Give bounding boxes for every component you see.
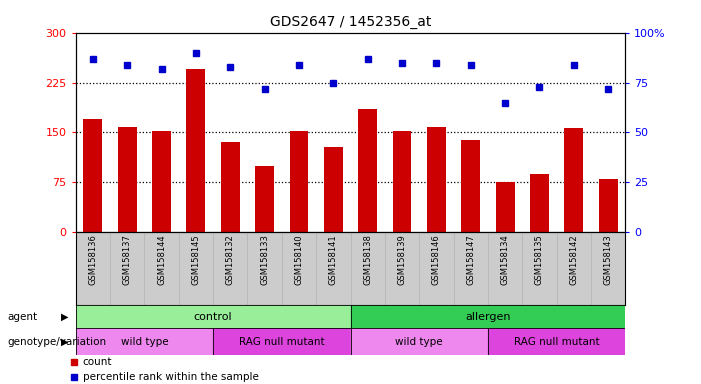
Text: genotype/variation: genotype/variation bbox=[7, 337, 106, 347]
Bar bbox=[496, 182, 515, 232]
Bar bbox=[255, 166, 274, 232]
Text: GSM158145: GSM158145 bbox=[191, 235, 200, 285]
Text: GSM158139: GSM158139 bbox=[397, 235, 407, 285]
Text: RAG null mutant: RAG null mutant bbox=[239, 337, 325, 347]
Title: GDS2647 / 1452356_at: GDS2647 / 1452356_at bbox=[270, 15, 431, 29]
Bar bbox=[76, 328, 213, 355]
Text: agent: agent bbox=[7, 312, 37, 322]
Bar bbox=[393, 131, 411, 232]
Text: count: count bbox=[83, 358, 112, 367]
Text: GSM158140: GSM158140 bbox=[294, 235, 304, 285]
Text: GSM158146: GSM158146 bbox=[432, 235, 441, 285]
Bar bbox=[350, 305, 625, 328]
Text: wild type: wild type bbox=[395, 337, 443, 347]
Text: control: control bbox=[193, 312, 233, 322]
Text: GSM158137: GSM158137 bbox=[123, 235, 132, 285]
Text: GSM158147: GSM158147 bbox=[466, 235, 475, 285]
Bar bbox=[83, 119, 102, 232]
Text: GSM158135: GSM158135 bbox=[535, 235, 544, 285]
Text: GSM158134: GSM158134 bbox=[501, 235, 510, 285]
Bar bbox=[599, 179, 618, 232]
Text: GSM158144: GSM158144 bbox=[157, 235, 166, 285]
Text: GSM158143: GSM158143 bbox=[604, 235, 613, 285]
Text: RAG null mutant: RAG null mutant bbox=[514, 337, 599, 347]
Bar bbox=[358, 109, 377, 232]
Bar bbox=[461, 141, 480, 232]
Text: GSM158133: GSM158133 bbox=[260, 235, 269, 285]
Bar bbox=[427, 127, 446, 232]
Text: percentile rank within the sample: percentile rank within the sample bbox=[83, 372, 259, 382]
Bar bbox=[213, 328, 350, 355]
Bar bbox=[221, 142, 240, 232]
Text: GSM158136: GSM158136 bbox=[88, 235, 97, 285]
Text: GSM158142: GSM158142 bbox=[569, 235, 578, 285]
Bar bbox=[564, 128, 583, 232]
Bar bbox=[118, 127, 137, 232]
Bar bbox=[290, 131, 308, 232]
Bar bbox=[530, 174, 549, 232]
Text: allergen: allergen bbox=[465, 312, 510, 322]
Text: GSM158141: GSM158141 bbox=[329, 235, 338, 285]
Text: ▶: ▶ bbox=[61, 337, 68, 347]
Text: GSM158132: GSM158132 bbox=[226, 235, 235, 285]
Text: GSM158138: GSM158138 bbox=[363, 235, 372, 285]
Text: ▶: ▶ bbox=[61, 312, 68, 322]
Bar bbox=[488, 328, 625, 355]
Bar bbox=[350, 328, 488, 355]
Text: wild type: wild type bbox=[121, 337, 168, 347]
Bar bbox=[186, 69, 205, 232]
Bar bbox=[324, 147, 343, 232]
Bar bbox=[152, 131, 171, 232]
Bar bbox=[76, 305, 350, 328]
